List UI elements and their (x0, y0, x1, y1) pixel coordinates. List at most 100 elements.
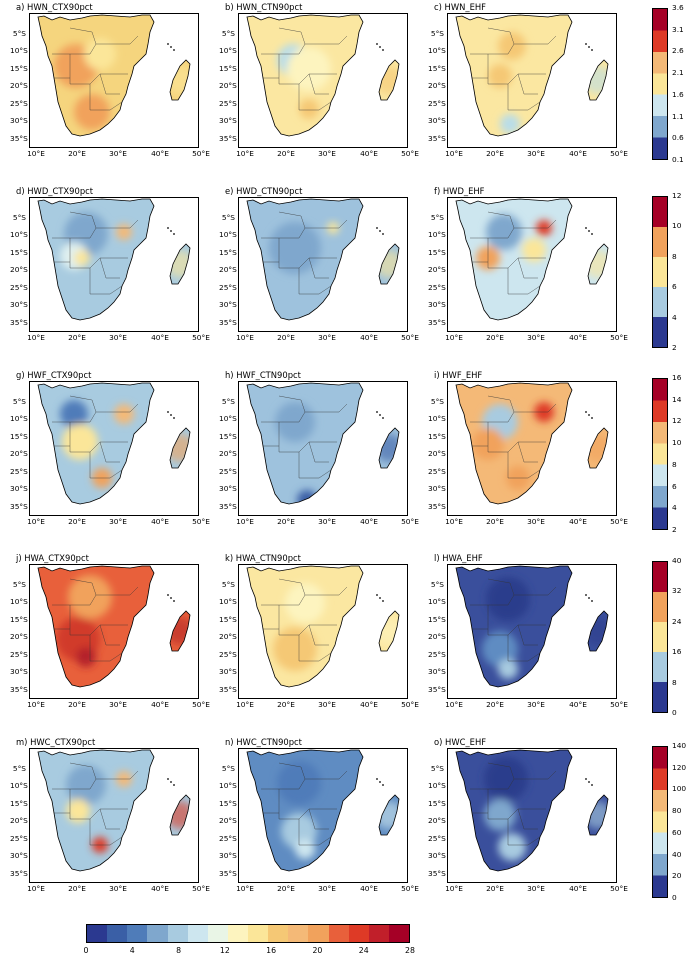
map-plot (246, 749, 400, 872)
latitude-tick-label: 10°S (219, 46, 237, 55)
latitude-tick-label: 25°S (428, 650, 446, 659)
country-border (99, 624, 120, 646)
country-border (338, 586, 348, 596)
latitude-tick-label: 5°S (221, 580, 235, 589)
colorbar-tick-label: 140 (672, 741, 687, 750)
longitude-tick-label: 30°E (527, 333, 545, 342)
latitude-tick-label: 30°S (219, 300, 237, 309)
panel-title: k) HWA_CTN90pct (225, 553, 301, 563)
colorbar-tick-label: 2 (672, 343, 677, 352)
map-panel: e) HWD_CTN90pct 5°S 10°S 15°S 20°S 25°S 30°S 35… (219, 186, 419, 345)
panel-title: l) HWA_EHF (434, 553, 483, 563)
longitude-tick-label: 30°E (109, 700, 127, 709)
madagascar-coastline (587, 427, 609, 469)
longitude-tick-label: 40°E (151, 517, 169, 526)
country-border (129, 35, 139, 45)
latitude-tick-label: 10°S (428, 46, 446, 55)
longitude-tick-label: 10°E (27, 884, 45, 893)
map-field-patch (74, 94, 110, 130)
panel-title: i) HWF_EHF (434, 370, 483, 380)
colorbar-tick-label: 24 (358, 946, 369, 955)
latitude-tick-label: 30°S (428, 851, 446, 860)
country-border (278, 27, 306, 45)
island-dot (173, 600, 175, 602)
longitude-tick-label: 20°E (68, 333, 86, 342)
panel-title: o) HWC_EHF (434, 737, 487, 747)
panel-title: m) HWC_CTX90pct (16, 737, 96, 747)
latitude-tick-label: 20°S (428, 449, 446, 458)
colorbar-segment (187, 925, 208, 942)
latitude-tick-label: 30°S (10, 667, 28, 676)
island-dot (167, 43, 169, 45)
country-border (487, 762, 515, 780)
latitude-tick-label: 20°S (428, 81, 446, 90)
country-border (517, 257, 538, 279)
island-dot (591, 233, 593, 235)
colorbar-segment (288, 925, 309, 942)
colorbar-c (652, 378, 668, 530)
map-field-patch (498, 833, 526, 861)
latitude-tick-label: 20°S (428, 265, 446, 274)
country-border (298, 268, 332, 295)
island-dot (591, 784, 593, 786)
country-border (278, 578, 306, 596)
country-border (261, 594, 339, 606)
map-field-patch (68, 575, 112, 619)
country-border (308, 257, 329, 279)
island-dot (379, 597, 381, 599)
colorbar-segment (328, 925, 349, 942)
island-dot (173, 233, 175, 235)
longitude-tick-label: 50°E (610, 517, 628, 526)
island-dot (167, 411, 169, 413)
longitude-tick-label: 10°E (236, 517, 254, 526)
country-border (308, 73, 329, 95)
country-border (261, 778, 339, 790)
map-field-patch (116, 224, 132, 240)
madagascar-coastline (587, 59, 609, 101)
island-dot (376, 411, 378, 413)
map-axes (238, 381, 408, 516)
madagascar-coastline (378, 427, 400, 469)
panel-title: a) HWN_CTX90pct (16, 2, 93, 12)
country-border (69, 578, 97, 596)
country-border (487, 27, 515, 45)
map-field-patch (277, 761, 321, 805)
map-panel: m) HWC_CTX90pct 5°S 10°S 15°S 20°S 25°S 30°S 35… (10, 737, 210, 896)
island-dot (382, 49, 384, 51)
madagascar-coastline (169, 59, 191, 101)
latitude-tick-label: 15°S (428, 432, 446, 441)
latitude-tick-label: 10°S (219, 230, 237, 239)
colorbar-tick-label: 2.6 (672, 46, 684, 56)
island-dot (591, 600, 593, 602)
longitude-tick-label: 30°E (318, 333, 336, 342)
country-border (52, 43, 130, 55)
latitude-tick-label: 10°S (428, 597, 446, 606)
madagascar-coastline (587, 610, 609, 652)
island-dot (591, 49, 593, 51)
country-border (507, 819, 541, 846)
colorbar-tick-label: 10 (672, 221, 682, 231)
longitude-tick-label: 20°E (486, 517, 504, 526)
colorbar-tick-label: 6 (672, 481, 677, 491)
longitude-tick-label: 30°E (109, 333, 127, 342)
map-plot (455, 749, 609, 872)
latitude-tick-label: 20°S (219, 265, 237, 274)
latitude-tick-label: 5°S (12, 580, 26, 589)
longitude-tick-label: 40°E (151, 149, 169, 158)
longitude-tick-label: 50°E (401, 517, 419, 526)
map-field-patch (488, 64, 512, 88)
madagascar-coastline (169, 243, 191, 285)
longitude-tick-label: 20°E (68, 700, 86, 709)
map-axes (238, 13, 408, 148)
map-plot (37, 382, 191, 505)
longitude-tick-label: 30°E (109, 517, 127, 526)
island-dot (588, 46, 590, 48)
longitude-tick-label: 40°E (360, 333, 378, 342)
island-dot (170, 46, 172, 48)
longitude-tick-label: 50°E (610, 700, 628, 709)
latitude-tick-label: 35°S (10, 869, 28, 878)
longitude-tick-label: 30°E (527, 700, 545, 709)
latitude-tick-label: 25°S (10, 650, 28, 659)
coastline (37, 14, 155, 137)
colorbar-tick-label: 8 (672, 677, 677, 687)
